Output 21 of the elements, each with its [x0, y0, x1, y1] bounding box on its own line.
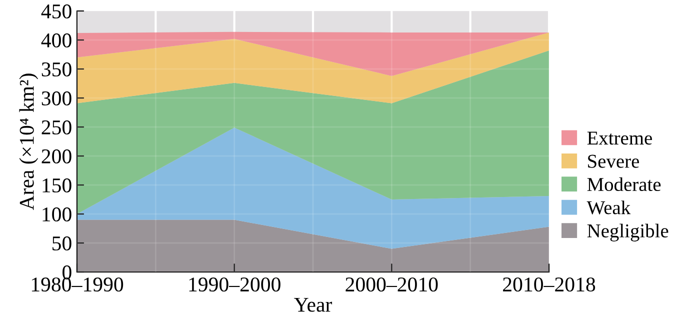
- x-axis-title: Year: [294, 298, 332, 312]
- y-tick-label: 50: [52, 236, 72, 250]
- y-tick-label: 150: [42, 178, 72, 192]
- legend-label: Severe: [588, 154, 640, 168]
- y-tick-label: 450: [41, 4, 72, 18]
- legend-label: Moderate: [587, 177, 661, 192]
- y-tick-label: 0: [62, 265, 72, 280]
- y-axis-title: Area (×10⁴ km²): [19, 74, 38, 210]
- legend-label: Extreme: [587, 132, 652, 145]
- y-tick-label: 200: [42, 149, 72, 164]
- legend-label: Negligible: [587, 224, 668, 242]
- y-tick-label: 400: [41, 33, 72, 48]
- x-tick-label: 2000–2010: [346, 277, 438, 292]
- y-tick-label: 350: [42, 62, 72, 76]
- x-tick-label: 2010–2018: [503, 277, 596, 292]
- legend-label: Weak: [586, 200, 631, 214]
- y-tick-label: 300: [42, 91, 72, 106]
- y-tick-label: 100: [42, 207, 72, 222]
- y-tick-label: 250: [42, 120, 72, 134]
- x-tick-label: 1990–2000: [189, 277, 280, 292]
- x-tick-label: 1980–1990: [32, 277, 124, 292]
